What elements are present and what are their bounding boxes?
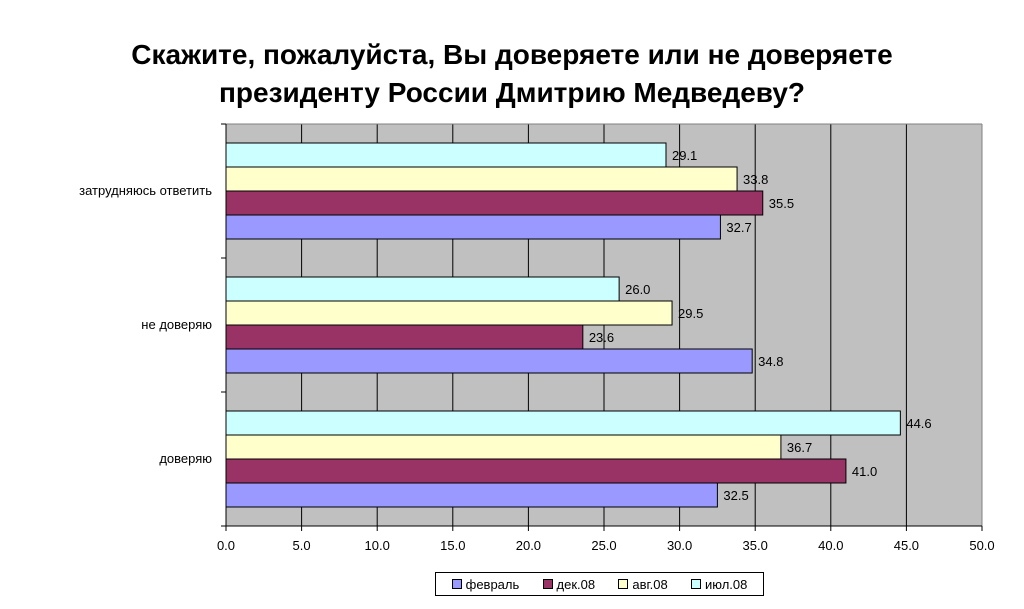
data-label: 35.5 bbox=[769, 196, 794, 211]
x-tick-label: 15.0 bbox=[440, 538, 465, 553]
legend-item: июл.08 bbox=[690, 576, 748, 592]
legend-item: авг.08 bbox=[618, 576, 668, 592]
legend-swatch bbox=[542, 579, 553, 589]
bar bbox=[225, 166, 738, 192]
x-tick-label: 25.0 bbox=[591, 538, 616, 553]
data-label: 44.6 bbox=[906, 416, 931, 431]
data-label: 32.7 bbox=[726, 220, 751, 235]
legend-item: дек.08 bbox=[542, 576, 596, 592]
bar bbox=[225, 142, 667, 168]
data-label: 34.8 bbox=[758, 354, 783, 369]
legend-swatch bbox=[690, 579, 701, 589]
chart-title-line-1: Скажите, пожалуйста, Вы доверяете или не… bbox=[131, 39, 893, 70]
x-tick-label: 40.0 bbox=[818, 538, 843, 553]
data-label: 36.7 bbox=[787, 440, 812, 455]
data-label: 41.0 bbox=[852, 464, 877, 479]
data-label: 33.8 bbox=[743, 172, 768, 187]
bar bbox=[225, 434, 782, 460]
category-label: не доверяю bbox=[141, 317, 212, 332]
chart-legend: февраль дек.08 авг.08 июл.08 bbox=[435, 572, 764, 596]
data-label: 29.5 bbox=[678, 306, 703, 321]
x-tick-label: 5.0 bbox=[293, 538, 311, 553]
bar bbox=[225, 324, 584, 350]
chart-title: Скажите, пожалуйста, Вы доверяете или не… bbox=[0, 36, 1024, 112]
bar bbox=[225, 348, 753, 374]
legend-label: февраль bbox=[465, 576, 520, 592]
x-tick-label: 50.0 bbox=[969, 538, 994, 553]
x-tick-label: 20.0 bbox=[516, 538, 541, 553]
bar bbox=[225, 276, 620, 302]
data-label: 29.1 bbox=[672, 148, 697, 163]
bar bbox=[225, 458, 847, 484]
chart-title-line-2: президенту России Дмитрию Медведеву? bbox=[218, 77, 806, 108]
data-label: 32.5 bbox=[723, 488, 748, 503]
category-label: затрудняюсь ответить bbox=[79, 183, 212, 198]
legend-swatch bbox=[618, 579, 629, 589]
x-tick-label: 35.0 bbox=[743, 538, 768, 553]
bar bbox=[225, 190, 764, 216]
legend-label: июл.08 bbox=[704, 576, 748, 592]
category-label: доверяю bbox=[159, 451, 212, 466]
legend-label: дек.08 bbox=[556, 576, 596, 592]
data-label: 26.0 bbox=[625, 282, 650, 297]
legend-swatch bbox=[451, 579, 462, 589]
legend-item: февраль bbox=[451, 576, 520, 592]
data-label: 23.6 bbox=[589, 330, 614, 345]
x-tick-label: 30.0 bbox=[667, 538, 692, 553]
legend-label: авг.08 bbox=[632, 576, 668, 592]
bar bbox=[225, 300, 673, 326]
x-tick-label: 10.0 bbox=[365, 538, 390, 553]
bar bbox=[225, 410, 901, 436]
x-tick-label: 0.0 bbox=[217, 538, 235, 553]
bar bbox=[225, 214, 721, 240]
bar bbox=[225, 482, 718, 508]
x-tick-label: 45.0 bbox=[894, 538, 919, 553]
